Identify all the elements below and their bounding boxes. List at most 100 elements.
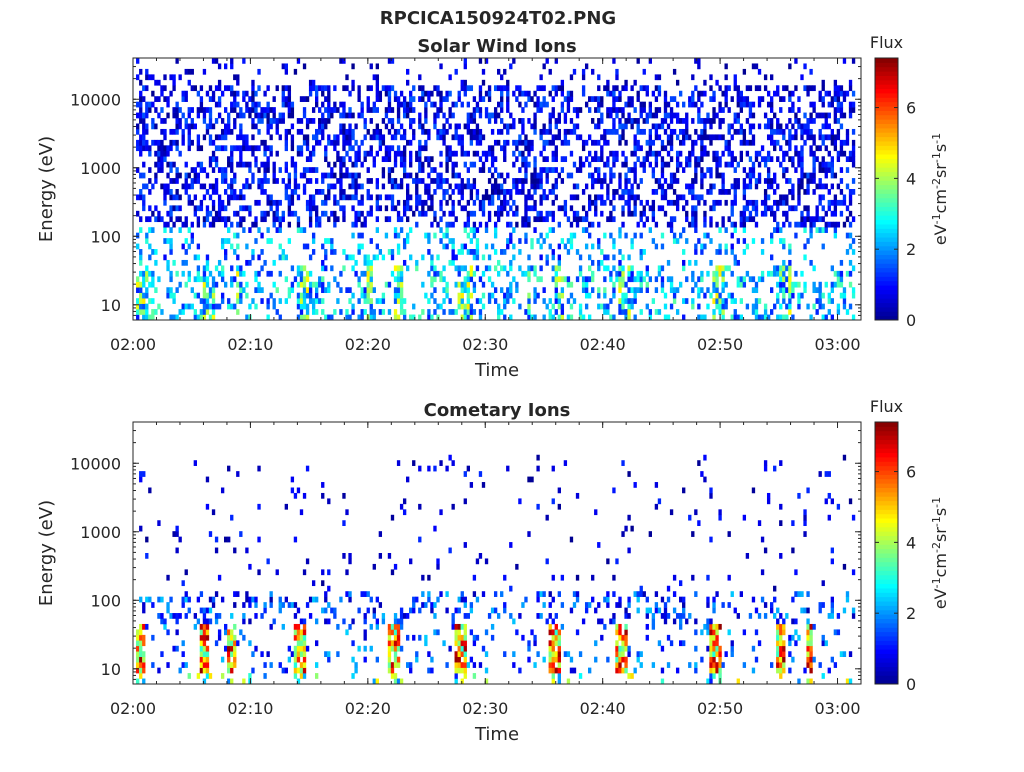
heatmap-cell xyxy=(376,200,379,206)
heatmap-cell xyxy=(533,640,536,646)
heatmap-cell xyxy=(800,178,803,184)
heatmap-cell xyxy=(536,211,539,217)
heatmap-cell xyxy=(306,244,309,250)
heatmap-cell xyxy=(291,282,294,288)
heatmap-cell xyxy=(297,488,300,494)
heatmap-cell xyxy=(336,282,339,288)
heatmap-cell xyxy=(564,205,567,211)
heatmap-cell xyxy=(749,85,752,91)
heatmap-cell xyxy=(712,271,715,277)
heatmap-cell xyxy=(688,102,691,108)
heatmap-cell xyxy=(755,85,758,91)
heatmap-cell xyxy=(594,156,597,162)
heatmap-cell xyxy=(221,657,224,663)
heatmap-cell xyxy=(558,488,561,494)
heatmap-cell xyxy=(260,249,263,255)
heatmap-cell xyxy=(816,205,819,211)
heatmap-cell xyxy=(803,255,806,261)
heatmap-cell xyxy=(376,107,379,113)
heatmap-cell xyxy=(649,276,652,282)
heatmap-cell xyxy=(327,216,330,222)
heatmap-cell xyxy=(700,102,703,108)
heatmap-cell xyxy=(448,222,451,228)
heatmap-cell xyxy=(276,309,279,315)
heatmap-cell xyxy=(206,668,209,674)
heatmap-cell xyxy=(779,107,782,113)
heatmap-cell xyxy=(634,276,637,282)
heatmap-cell xyxy=(506,173,509,179)
heatmap-cell xyxy=(567,315,570,321)
heatmap-cell xyxy=(142,304,145,310)
heatmap-cell xyxy=(621,635,624,641)
heatmap-cell xyxy=(448,151,451,157)
heatmap-cell xyxy=(688,184,691,190)
heatmap-cell xyxy=(597,124,600,130)
heatmap-cell xyxy=(503,304,506,310)
heatmap-cell xyxy=(160,613,163,619)
heatmap-cell xyxy=(327,173,330,179)
heatmap-cell xyxy=(169,315,172,321)
heatmap-cell xyxy=(630,194,633,200)
heatmap-cell xyxy=(215,162,218,168)
heatmap-cell xyxy=(461,662,464,668)
colorbar-segment xyxy=(875,97,898,102)
heatmap-cell xyxy=(643,107,646,113)
heatmap-cell xyxy=(297,265,300,271)
heatmap-cell xyxy=(412,602,415,608)
heatmap-cell xyxy=(712,91,715,97)
heatmap-cell xyxy=(260,184,263,190)
heatmap-cell xyxy=(430,657,433,663)
heatmap-cell xyxy=(555,91,558,97)
heatmap-cell xyxy=(333,608,336,614)
heatmap-cell xyxy=(794,58,797,64)
heatmap-cell xyxy=(706,233,709,239)
heatmap-cell xyxy=(473,134,476,140)
heatmap-cell xyxy=(169,597,172,603)
heatmap-cell xyxy=(506,244,509,250)
heatmap-cell xyxy=(655,276,658,282)
heatmap-cell xyxy=(809,151,812,157)
heatmap-cell xyxy=(491,244,494,250)
heatmap-cell xyxy=(618,107,621,113)
heatmap-cell xyxy=(533,118,536,124)
heatmap-cell xyxy=(615,640,618,646)
heatmap-cell xyxy=(379,145,382,151)
heatmap-cell xyxy=(688,189,691,195)
heatmap-cell xyxy=(552,200,555,206)
heatmap-cell xyxy=(270,624,273,630)
heatmap-cell xyxy=(263,673,266,679)
heatmap-cell xyxy=(139,113,142,119)
heatmap-cell xyxy=(148,167,151,173)
heatmap-cell xyxy=(421,200,424,206)
heatmap-cell xyxy=(342,162,345,168)
heatmap-cell xyxy=(215,85,218,91)
heatmap-cell xyxy=(169,162,172,168)
heatmap-cell xyxy=(461,265,464,271)
heatmap-cell xyxy=(351,63,354,69)
heatmap-cell xyxy=(458,646,461,652)
heatmap-cell xyxy=(282,624,285,630)
heatmap-cell xyxy=(752,304,755,310)
heatmap-cell xyxy=(464,662,467,668)
heatmap-cell xyxy=(418,200,421,206)
heatmap-cell xyxy=(812,287,815,293)
heatmap-cell xyxy=(364,151,367,157)
heatmap-cell xyxy=(785,211,788,217)
heatmap-cell xyxy=(175,216,178,222)
heatmap-cell xyxy=(254,156,257,162)
heatmap-cell xyxy=(403,200,406,206)
heatmap-cell xyxy=(230,129,233,135)
heatmap-cell xyxy=(227,668,230,674)
heatmap-cell xyxy=(764,113,767,119)
heatmap-cell xyxy=(333,216,336,222)
heatmap-cell xyxy=(436,564,439,570)
heatmap-cell xyxy=(288,205,291,211)
heatmap-cell xyxy=(263,167,266,173)
heatmap-cell xyxy=(555,58,558,64)
heatmap-cell xyxy=(731,298,734,304)
heatmap-cell xyxy=(464,244,467,250)
heatmap-cell xyxy=(464,315,467,321)
heatmap-cell xyxy=(664,304,667,310)
heatmap-cell xyxy=(834,194,837,200)
heatmap-cell xyxy=(546,140,549,146)
